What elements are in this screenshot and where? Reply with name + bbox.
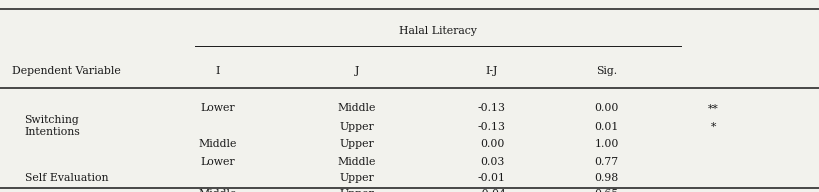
Text: -0.04: -0.04 <box>477 189 505 192</box>
Text: Lower: Lower <box>200 103 234 113</box>
Text: -0.13: -0.13 <box>477 122 505 132</box>
Text: Lower: Lower <box>200 157 234 167</box>
Text: Dependent Variable: Dependent Variable <box>12 66 121 76</box>
Text: 0.00: 0.00 <box>594 103 618 113</box>
Text: 0.00: 0.00 <box>479 139 504 149</box>
Text: J: J <box>354 66 359 76</box>
Text: I: I <box>215 66 219 76</box>
Text: 0.01: 0.01 <box>594 122 618 132</box>
Text: I-J: I-J <box>485 66 498 76</box>
Text: Middle: Middle <box>198 139 236 149</box>
Text: -0.01: -0.01 <box>477 173 505 183</box>
Text: 0.77: 0.77 <box>594 157 618 167</box>
Text: 0.03: 0.03 <box>479 157 504 167</box>
Text: Upper: Upper <box>339 173 373 183</box>
Text: Upper: Upper <box>339 139 373 149</box>
Text: 0.98: 0.98 <box>594 173 618 183</box>
Text: Self Evaluation: Self Evaluation <box>25 173 108 183</box>
Text: Middle: Middle <box>198 189 236 192</box>
Text: *: * <box>710 122 715 132</box>
Text: Middle: Middle <box>337 103 375 113</box>
Text: Middle: Middle <box>337 157 375 167</box>
Text: **: ** <box>707 103 718 113</box>
Text: 1.00: 1.00 <box>594 139 618 149</box>
Text: Switching
Intentions: Switching Intentions <box>25 115 80 137</box>
Text: -0.13: -0.13 <box>477 103 505 113</box>
Text: 0.65: 0.65 <box>594 189 618 192</box>
Text: Upper: Upper <box>339 189 373 192</box>
Text: Upper: Upper <box>339 122 373 132</box>
Text: Halal Literacy: Halal Literacy <box>399 26 476 36</box>
Text: Sig.: Sig. <box>595 66 617 76</box>
